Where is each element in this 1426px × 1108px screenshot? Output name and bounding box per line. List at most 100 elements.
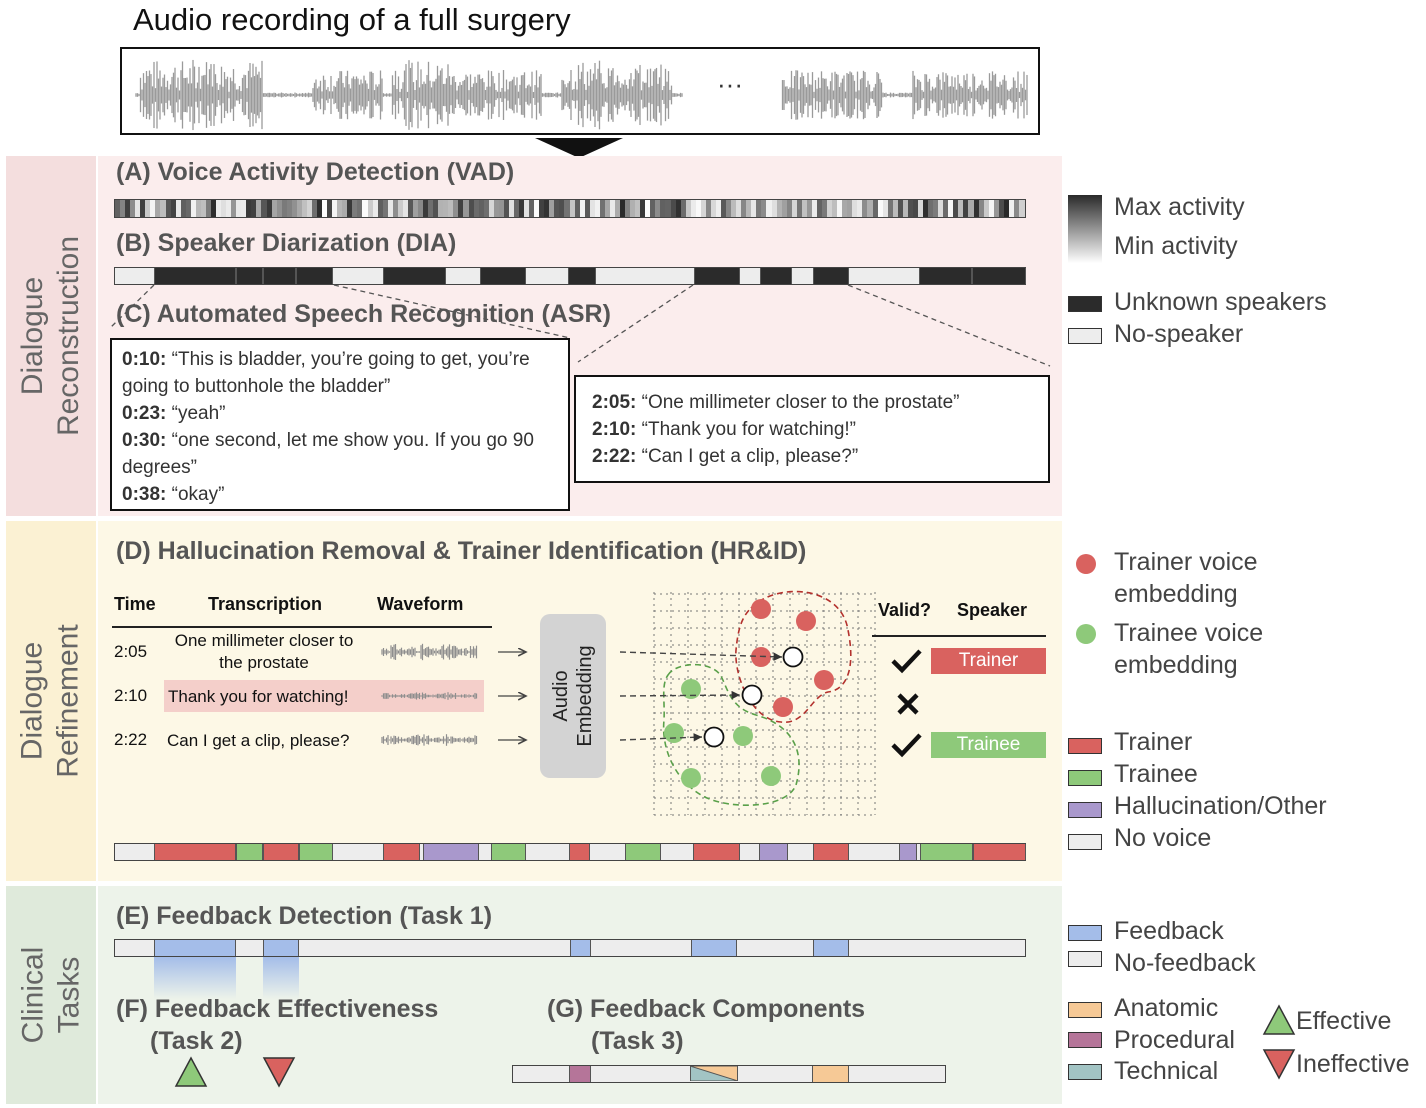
vad-segment — [614, 200, 621, 217]
dia-speaker-segment — [694, 268, 740, 284]
vad-segment — [933, 200, 939, 217]
vad-segment — [306, 200, 313, 217]
vad-segment — [973, 200, 980, 217]
legend-no-speaker: No-speaker — [1114, 320, 1244, 348]
projection-line — [619, 733, 703, 742]
vad-segment — [1003, 200, 1010, 217]
audio-embedding-block: Audio Embedding — [540, 614, 606, 778]
vad-segment — [948, 200, 954, 217]
trainer-cluster-outline — [735, 590, 852, 723]
vad-segment — [407, 200, 414, 217]
refinement-segment — [625, 844, 661, 860]
vad-segment — [125, 200, 131, 217]
check-icon — [891, 649, 922, 674]
vad-segment — [210, 200, 217, 217]
hrid-title: (D) Hallucination Removal & Trainer Iden… — [116, 537, 807, 565]
vad-segment — [978, 200, 985, 217]
vad-segment — [155, 200, 162, 217]
vad-segment — [513, 200, 520, 217]
vad-segment — [766, 200, 773, 217]
vad-segment — [337, 200, 343, 217]
vad-segment — [503, 200, 510, 217]
trainee-embedding-dot — [681, 768, 701, 788]
component-split-segment — [690, 1066, 738, 1081]
waveform-ellipsis: ··· — [717, 69, 743, 99]
trainee-embedding-dot — [733, 726, 753, 746]
vad-segment — [478, 200, 485, 217]
vad-segment — [352, 200, 358, 217]
waveform-box: ··· — [120, 47, 1040, 135]
vad-segment — [1013, 200, 1020, 217]
vad-segment — [958, 200, 964, 217]
feedback-segment — [154, 940, 236, 956]
legend-max-activity: Max activity — [1114, 193, 1245, 221]
sidebar-refinement: Dialogue Refinement — [6, 521, 96, 881]
legend-feedback-swatch — [1068, 925, 1102, 941]
asr-line: 0:38: “okay” — [122, 484, 225, 505]
trainee-embedding-dot — [664, 723, 684, 743]
vad-segment — [564, 200, 571, 217]
dia-speaker-segment — [480, 268, 526, 284]
vad-segment — [665, 200, 672, 217]
effective-triangle-icon — [1262, 1004, 1296, 1035]
refinement-segment — [569, 844, 590, 860]
vad-segment — [488, 200, 495, 217]
vad-segment — [185, 200, 192, 217]
vad-segment — [438, 200, 444, 217]
vad-segment — [892, 200, 899, 217]
trainee-embedding-dot — [681, 679, 701, 699]
cross-icon — [897, 693, 919, 715]
vad-segment — [791, 200, 798, 217]
table-header-valid: Valid? — [878, 600, 932, 620]
table-header-rule — [112, 626, 492, 628]
trainee-embedding-dot — [761, 766, 781, 786]
vad-segment — [832, 200, 838, 217]
vad-segment — [756, 200, 762, 217]
vad-segment — [887, 200, 894, 217]
vad-segment — [554, 200, 560, 217]
trainer-embedding-dot — [751, 599, 771, 619]
vad-segment — [544, 200, 550, 217]
projection-line — [619, 690, 741, 700]
vad-segment — [705, 200, 712, 217]
vad-segment — [721, 200, 727, 217]
vad-segment — [332, 200, 338, 217]
vad-segment — [963, 200, 970, 217]
asr-title: (C) Automated Speech Recognition (ASR) — [116, 300, 611, 328]
fd-title: (E) Feedback Detection (Task 1) — [116, 902, 493, 930]
feedback-segment — [263, 940, 299, 956]
table-row-time: 2:22 — [114, 730, 148, 749]
refinement-segment — [491, 844, 526, 860]
vad-segment — [609, 200, 616, 217]
vad-segment — [816, 200, 823, 217]
vad-segment — [433, 200, 439, 217]
vad-segment — [231, 200, 237, 217]
vad-segment — [852, 200, 858, 217]
vad-segment — [569, 200, 576, 217]
vad-segment — [943, 200, 949, 217]
speaker-badge-trainer: Trainer — [931, 648, 1046, 674]
sidebar-reconstruction: Dialogue Reconstruction — [6, 156, 96, 516]
vad-segment — [726, 200, 732, 217]
vad-segment — [731, 200, 737, 217]
row-waveforms — [381, 643, 478, 746]
vad-segment — [827, 200, 833, 217]
table-header-speaker: Speaker — [957, 600, 1028, 620]
vad-segment — [534, 200, 540, 217]
vad-segment — [917, 200, 924, 217]
vad-segment — [524, 200, 530, 217]
vad-segment — [923, 200, 929, 217]
vad-segment — [902, 200, 909, 217]
feedback-segment — [813, 940, 849, 956]
vad-segment — [736, 200, 742, 217]
query-embedding-dot — [741, 684, 763, 706]
vad-segment — [867, 200, 874, 217]
component-segment — [569, 1066, 591, 1082]
query-embedding-dot — [782, 646, 804, 668]
vad-segment — [473, 200, 480, 217]
embedding-space — [619, 590, 876, 816]
vad-segment — [842, 200, 848, 217]
vad-segment — [751, 200, 757, 217]
vad-segment — [645, 200, 651, 217]
legend-procedural-swatch — [1068, 1032, 1102, 1048]
